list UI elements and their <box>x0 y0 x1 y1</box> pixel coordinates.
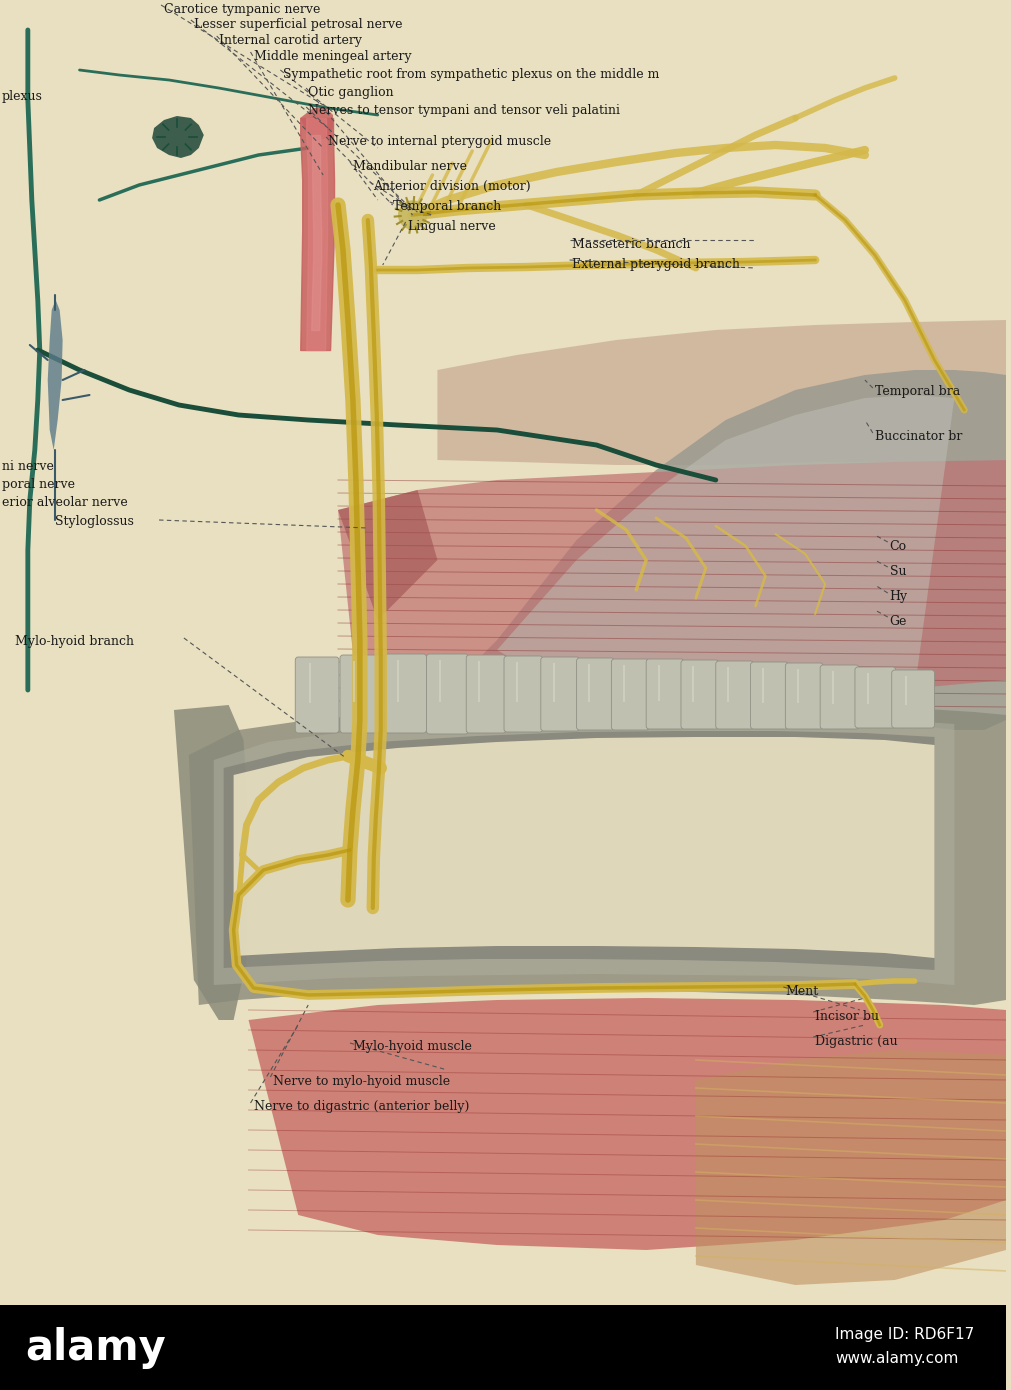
Text: Co: Co <box>889 539 906 553</box>
Polygon shape <box>338 491 437 620</box>
Text: Mylo-hyoid muscle: Mylo-hyoid muscle <box>353 1040 471 1054</box>
FancyBboxPatch shape <box>854 667 895 728</box>
Text: www.alamy.com: www.alamy.com <box>834 1351 957 1365</box>
FancyBboxPatch shape <box>576 657 614 730</box>
FancyBboxPatch shape <box>715 662 753 728</box>
Text: Lesser superficial petrosal nerve: Lesser superficial petrosal nerve <box>194 18 402 31</box>
Polygon shape <box>234 737 933 958</box>
Polygon shape <box>223 731 933 970</box>
Text: plexus: plexus <box>2 90 42 103</box>
Text: Temporal branch: Temporal branch <box>392 200 500 213</box>
Text: External pterygoid branch: External pterygoid branch <box>571 259 739 271</box>
Polygon shape <box>249 998 1005 1250</box>
Text: Temporal bra: Temporal bra <box>874 385 959 398</box>
FancyBboxPatch shape <box>750 662 788 728</box>
Polygon shape <box>437 320 1005 466</box>
Text: Internal carotid artery: Internal carotid artery <box>218 33 361 47</box>
Text: Middle meningeal artery: Middle meningeal artery <box>253 50 410 63</box>
Text: Styloglossus: Styloglossus <box>55 516 133 528</box>
Polygon shape <box>496 395 953 695</box>
Text: Carotice tympanic nerve: Carotice tympanic nerve <box>164 3 320 17</box>
FancyBboxPatch shape <box>295 657 339 733</box>
Text: Mylo-hyoid branch: Mylo-hyoid branch <box>15 635 133 648</box>
Text: Hy: Hy <box>889 589 907 603</box>
Text: Ment: Ment <box>785 986 818 998</box>
FancyBboxPatch shape <box>426 655 468 734</box>
Polygon shape <box>213 717 953 986</box>
FancyBboxPatch shape <box>540 657 579 731</box>
Text: Nerve to digastric (anterior belly): Nerve to digastric (anterior belly) <box>253 1099 468 1113</box>
Text: Ge: Ge <box>889 614 906 628</box>
Polygon shape <box>174 705 249 1020</box>
Text: Nerve to mylo-hyoid muscle: Nerve to mylo-hyoid muscle <box>273 1074 450 1088</box>
FancyBboxPatch shape <box>466 655 506 733</box>
Polygon shape <box>437 370 1005 730</box>
Text: Anterior division (motor): Anterior division (motor) <box>372 179 530 193</box>
FancyBboxPatch shape <box>646 659 683 728</box>
Polygon shape <box>48 300 63 450</box>
Text: Incisor bu: Incisor bu <box>815 1011 879 1023</box>
Text: Nerves to tensor tympani and tensor veli palatini: Nerves to tensor tympani and tensor veli… <box>308 104 620 117</box>
FancyBboxPatch shape <box>891 670 933 728</box>
Text: Lingual nerve: Lingual nerve <box>407 220 494 234</box>
Text: Otic ganglion: Otic ganglion <box>308 86 393 99</box>
Text: Image ID: RD6F17: Image ID: RD6F17 <box>834 1327 974 1343</box>
Polygon shape <box>696 1049 1005 1284</box>
Polygon shape <box>300 108 333 140</box>
Polygon shape <box>152 115 203 158</box>
Text: Su: Su <box>889 564 905 578</box>
Bar <box>0 1305 1005 1390</box>
Text: Sympathetic root from sympathetic plexus on the middle m: Sympathetic root from sympathetic plexus… <box>283 68 659 81</box>
Text: Digastric (au: Digastric (au <box>815 1036 897 1048</box>
FancyBboxPatch shape <box>611 659 648 730</box>
Text: Nerve to internal pterygoid muscle: Nerve to internal pterygoid muscle <box>328 135 551 147</box>
Text: Buccinator br: Buccinator br <box>874 430 961 443</box>
FancyBboxPatch shape <box>680 660 718 728</box>
Polygon shape <box>338 460 1005 714</box>
Text: erior alveolar nerve: erior alveolar nerve <box>2 496 127 509</box>
Text: Mandibular nerve: Mandibular nerve <box>353 160 466 172</box>
Circle shape <box>398 202 426 229</box>
Polygon shape <box>189 703 1005 1005</box>
FancyBboxPatch shape <box>819 664 858 728</box>
Text: alamy: alamy <box>25 1327 166 1369</box>
Text: ni nerve: ni nerve <box>2 460 54 473</box>
Text: poral nerve: poral nerve <box>2 478 75 491</box>
FancyBboxPatch shape <box>340 655 383 733</box>
FancyBboxPatch shape <box>384 655 426 733</box>
Text: Masseteric branch: Masseteric branch <box>571 238 690 252</box>
FancyBboxPatch shape <box>503 656 542 733</box>
FancyBboxPatch shape <box>785 663 822 728</box>
